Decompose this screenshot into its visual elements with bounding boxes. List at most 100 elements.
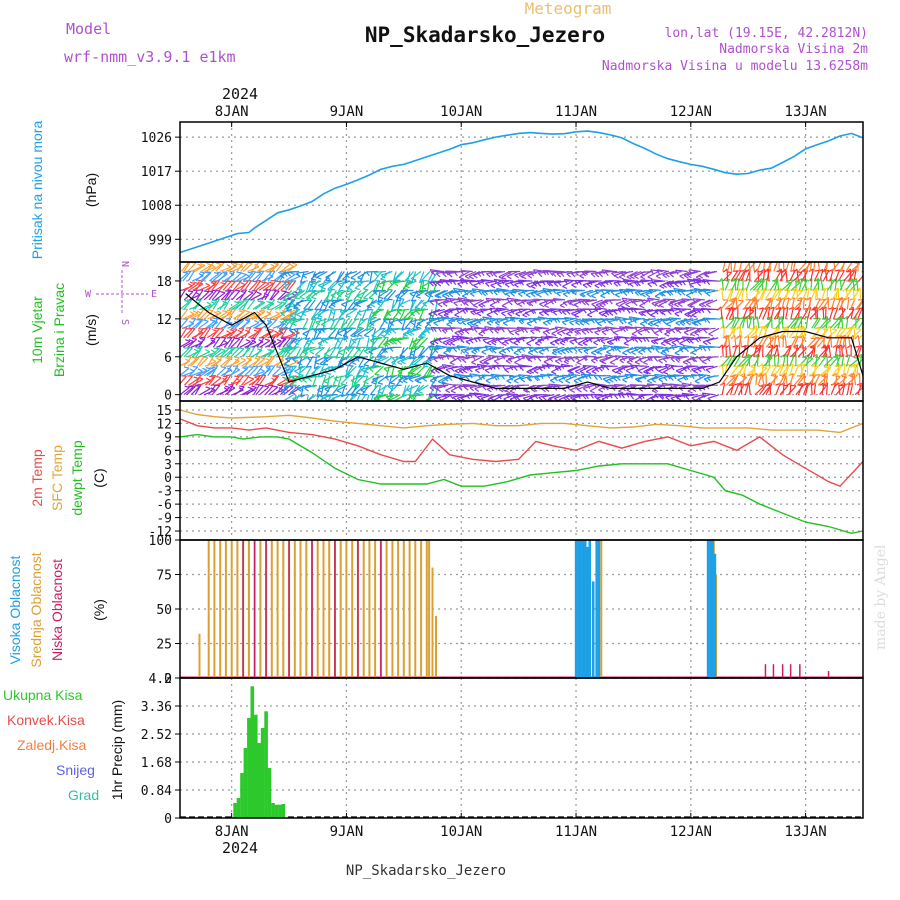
wind-barb xyxy=(777,288,782,301)
wind-barb xyxy=(821,367,832,377)
plot-area: 8JAN8JAN9JAN9JAN10JAN10JAN11JAN11JAN12JA… xyxy=(141,104,864,840)
wind-barb-flag xyxy=(436,388,442,392)
wind-barb-flag xyxy=(525,294,531,298)
wind-barb xyxy=(356,318,362,331)
wind-barb xyxy=(764,364,772,376)
wind-barb-flag xyxy=(560,272,565,277)
wind-barb xyxy=(567,299,580,302)
wind-barb-flag xyxy=(453,302,458,307)
wind-barb xyxy=(389,394,401,401)
wind-barb-flag xyxy=(286,272,292,277)
wind-barb xyxy=(234,386,245,396)
wind-barb xyxy=(356,299,368,305)
wind-barb-flag xyxy=(483,290,489,296)
wind-barb-flag xyxy=(706,309,711,314)
wind-barb-flag xyxy=(622,279,627,285)
wind-barb-flag xyxy=(608,393,613,399)
wind-barb-flag xyxy=(246,357,252,361)
wind-barb-flag xyxy=(342,356,348,360)
wind-barb-flag xyxy=(651,390,657,394)
wind-barb xyxy=(479,356,491,363)
wind-barb xyxy=(663,337,676,341)
wind-barb xyxy=(723,325,725,338)
wind-barb xyxy=(842,373,847,386)
wind-barb-flag xyxy=(452,396,458,401)
wind-barb-flag xyxy=(247,271,253,274)
wind-barb-flag xyxy=(761,372,767,377)
wind-barb-flag xyxy=(460,349,466,354)
wind-barb-flag xyxy=(330,288,336,291)
wind-barb-flag xyxy=(473,284,479,289)
wind-barb-flag xyxy=(581,272,587,277)
wind-barb-flag xyxy=(524,328,529,334)
wind-barb-flag xyxy=(484,360,490,365)
wind-barb-flag xyxy=(229,329,235,332)
wind-barb-flag xyxy=(245,339,251,343)
wind-barb xyxy=(796,287,799,300)
wind-barb-flag xyxy=(490,284,496,289)
wind-barb-flag xyxy=(609,361,615,365)
wind-barb-flag xyxy=(618,289,623,294)
wind-barb-flag xyxy=(461,321,467,326)
mid-cloud-bar xyxy=(600,540,603,678)
wind-barb xyxy=(730,270,739,282)
wind-barb-flag xyxy=(585,328,590,334)
wind-barb-flag xyxy=(785,281,791,284)
wind-barb xyxy=(721,356,730,367)
wind-barb-flag xyxy=(340,383,346,386)
compass-north: N xyxy=(119,261,130,267)
wind-barb xyxy=(315,328,323,339)
wind-barb-flag xyxy=(498,276,504,280)
wind-barb-flag xyxy=(665,330,671,335)
wind-barb xyxy=(554,394,566,400)
y-tick-label: -9 xyxy=(156,512,172,527)
wind-barb-flag xyxy=(421,286,427,290)
wind-barb-flag xyxy=(722,268,728,273)
wind-barb xyxy=(614,316,627,320)
wind-barb xyxy=(526,280,539,286)
wind-barb xyxy=(323,346,335,355)
wind-barb xyxy=(344,289,356,297)
wind-barb-flag xyxy=(335,338,341,343)
wind-barb xyxy=(188,378,199,386)
wind-barb xyxy=(658,365,671,372)
wind-barb-flag xyxy=(678,371,684,375)
wind-barb xyxy=(537,289,549,295)
wind-barb-flag xyxy=(640,279,644,285)
wind-barb-flag xyxy=(561,311,567,316)
wind-barb xyxy=(721,382,726,395)
wind-barb-flag xyxy=(777,268,782,273)
wind-barb-flag xyxy=(584,347,589,352)
wind-barb-flag xyxy=(542,396,547,401)
wind-barb xyxy=(786,345,792,357)
wind-barb-flag xyxy=(717,287,723,292)
wind-barb xyxy=(720,299,729,310)
wind-barb-flag xyxy=(478,333,484,337)
high-cloud-bar xyxy=(581,540,585,678)
wind-barb-flag xyxy=(664,364,669,370)
wind-barb-flag xyxy=(511,317,516,323)
wind-barb-flag xyxy=(495,318,501,324)
wind-barb-flag xyxy=(610,291,615,296)
wind-barb-flag xyxy=(306,365,312,368)
wind-barb-flag xyxy=(329,309,334,315)
wind-barb xyxy=(255,346,264,358)
wind-barb-flag xyxy=(236,271,242,274)
wind-barb-flag xyxy=(497,283,502,288)
wind-barb-flag xyxy=(205,282,211,287)
wind-barb-flag xyxy=(296,387,302,392)
wind-barb xyxy=(218,280,228,291)
mid-cloud-bar xyxy=(408,540,411,678)
wind-barb-flag xyxy=(641,348,646,353)
wind-barb-flag xyxy=(547,289,552,295)
wind-barb-flag xyxy=(557,365,562,371)
wind-barb-flag xyxy=(646,383,651,389)
wind-barb-flag xyxy=(532,269,537,275)
wind-barb xyxy=(606,346,618,353)
wind-barb-flag xyxy=(222,375,228,378)
wind-barb-flag xyxy=(496,288,500,294)
wind-barb-flag xyxy=(744,382,750,387)
wind-barb-flag xyxy=(646,311,652,316)
wind-barb xyxy=(789,373,794,386)
wind-barb xyxy=(389,318,402,324)
